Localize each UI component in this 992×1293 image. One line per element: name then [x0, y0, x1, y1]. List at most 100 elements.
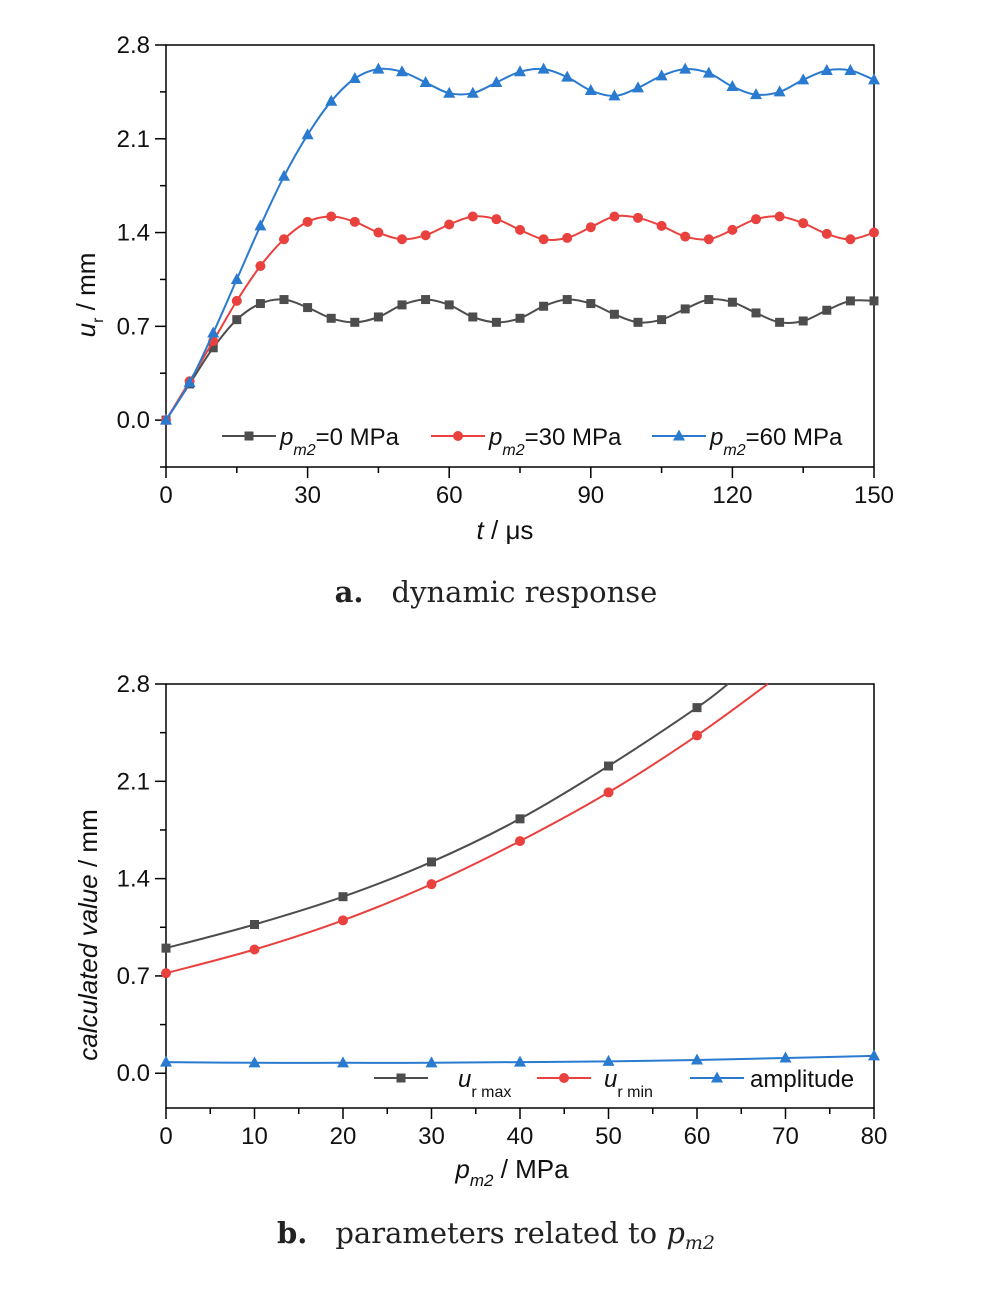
chart-a-series-2-point: [538, 234, 549, 245]
chart-a-series-1-point: [633, 317, 643, 327]
chart-b-series-3-point: [514, 1055, 526, 1067]
chart-a-series-2-point: [727, 224, 738, 235]
chart-a-series-1: [161, 295, 879, 425]
chart-a-series-3-point: [632, 81, 644, 93]
chart-b-ytick-label: 2.1: [117, 768, 150, 795]
chart-b-xtick-label: 80: [861, 1123, 888, 1150]
chart-b-legend-marker: [711, 1071, 723, 1083]
chart-a-series-3-point: [750, 88, 762, 100]
chart-a-series-2-point: [609, 211, 620, 222]
chart-a-series-3-point: [325, 94, 338, 106]
chart-a-series-1-point: [539, 301, 549, 311]
chart-b-xtick-label: 50: [595, 1123, 622, 1150]
chart-b-series-2-point: [603, 787, 614, 798]
chart-a-legend-label: pm2=0 MPa: [279, 424, 400, 459]
chart-a-series-2-point: [420, 230, 431, 241]
chart-b-series: [160, 683, 880, 1068]
chart-b-series-2: [161, 683, 769, 979]
chart-a-series-3-point: [419, 76, 432, 88]
chart-a-series-2-point: [491, 214, 502, 225]
chart-b-legend-item-1: ur max: [374, 1066, 511, 1101]
chart-b-xtick-label: 10: [241, 1123, 268, 1150]
chart-a-series-2-point: [680, 231, 691, 242]
chart-a-series-2-point: [515, 224, 525, 235]
chart-a-ytick-label: 0.7: [117, 313, 150, 340]
chart-a-series-3-line: [165, 67, 875, 421]
chart-a-ytick-label: 2.1: [117, 126, 150, 153]
chart-a-series-2-point: [397, 234, 407, 245]
chart-a-series-3-point: [301, 128, 314, 140]
chart-a-series-3-point: [254, 219, 267, 231]
chart-a-series-3-point: [537, 62, 550, 74]
chart-a-xtick-label: 30: [294, 482, 321, 509]
chart-a-series-3-point: [514, 65, 526, 77]
chart-a-series-3: [160, 62, 880, 425]
chart-a-series-1-point: [869, 296, 879, 306]
chart-b-series-2-point: [515, 836, 525, 847]
chart-a-series-2-point: [467, 211, 478, 222]
chart-b-xtick-label: 20: [330, 1123, 357, 1150]
chart-b-ylabel: calculated value / mm: [73, 809, 103, 1060]
chart-a-series-1-point: [350, 317, 360, 327]
chart-a-legend-label: pm2=30 MPa: [488, 424, 622, 459]
chart-b-series-1-line: [165, 683, 729, 950]
chart-b-ticks: 0 10 20 30 40 50 60 70 80 0.0 0.7 1.4 2.1 2.8: [117, 671, 888, 1150]
chart-b-ytick-label: 0.7: [117, 963, 150, 990]
chart-a-series-3-point: [183, 376, 196, 388]
chart-a-series-2-point: [562, 232, 573, 243]
chart-a-series-3-point: [278, 169, 290, 181]
chart-b-series-1-point: [515, 814, 525, 824]
chart-a-series-1-point: [255, 299, 265, 309]
chart-a-series-2-point: [633, 212, 643, 223]
chart-b-legend-item-2: ur min: [537, 1066, 653, 1101]
chart-b-series-3-point: [337, 1056, 349, 1068]
chart-b-ytick-label: 0.0: [117, 1060, 150, 1087]
chart-b-ytick-label: 1.4: [117, 866, 150, 893]
chart-a-series-1-point: [303, 303, 313, 313]
chart-a-series-3-point: [584, 84, 597, 96]
chart-b-series-1-point: [250, 919, 259, 929]
chart-b-series-2-line: [165, 683, 769, 975]
chart-b-series-2-point: [161, 968, 171, 979]
chart-b-series-3-point: [691, 1053, 703, 1065]
chart-a-legend: pm2=0 MPa pm2=30 MPa pm2=60 MPa: [222, 424, 843, 459]
chart-a-series-1-point: [279, 295, 289, 305]
chart-a-ytick-label: 0.0: [117, 407, 150, 434]
chart-a-series-1-point: [491, 317, 501, 327]
chart-a-xlabel: t / μs: [477, 515, 534, 545]
chart-a-series-3-point: [443, 86, 456, 98]
chart-b-caption: b. parameters related to pm2: [277, 1216, 715, 1254]
chart-a-series-1-point: [468, 312, 478, 322]
chart-a-xtick-label: 150: [854, 482, 894, 509]
chart-a-series-1-point: [397, 300, 407, 310]
chart-b-series-3: [160, 1049, 880, 1068]
chart-a-plot-frame: [165, 44, 875, 468]
chart-a-series-1-point: [208, 343, 218, 353]
chart-b-plot-frame: [165, 683, 875, 1109]
chart-a-series-1-point: [562, 295, 572, 305]
chart-a-legend-marker: [673, 429, 685, 441]
chart-a-ticks: 0 30 60 90 120 150 0.0 0.7 1.4 2.1 2.8: [117, 32, 894, 509]
chart-a-series-2-point: [703, 234, 714, 245]
chart-b-series-1: [161, 683, 729, 953]
chart-a-ytick-label: 2.8: [117, 32, 150, 59]
chart-a-series-3-point: [230, 272, 243, 284]
chart-b-series-3-point: [248, 1056, 261, 1068]
chart-a-series-2-point: [349, 216, 360, 227]
chart-a-ytick-label: 1.4: [117, 220, 150, 247]
chart-b-xtick-label: 40: [507, 1123, 534, 1150]
chart-a-series-2: [161, 211, 879, 426]
chart-a-series-3-point: [466, 86, 479, 98]
chart-b-parameters: 0 10 20 30 40 50 60 70 800.00.71.42.12.8 ur max u…: [73, 671, 887, 1254]
chart-a-series-1-point: [798, 316, 808, 326]
chart-b-series-3-point: [868, 1049, 880, 1061]
chart-b-legend-label: ur max: [458, 1066, 511, 1101]
chart-a-series-3-point: [160, 413, 172, 425]
chart-a-series-2-point: [656, 220, 667, 231]
chart-a-legend-item-3: pm2=60 MPa: [652, 424, 843, 459]
chart-b-series-1-point: [692, 703, 702, 713]
chart-b-series-1-point: [161, 943, 171, 953]
chart-a-series-3-point: [608, 89, 621, 101]
